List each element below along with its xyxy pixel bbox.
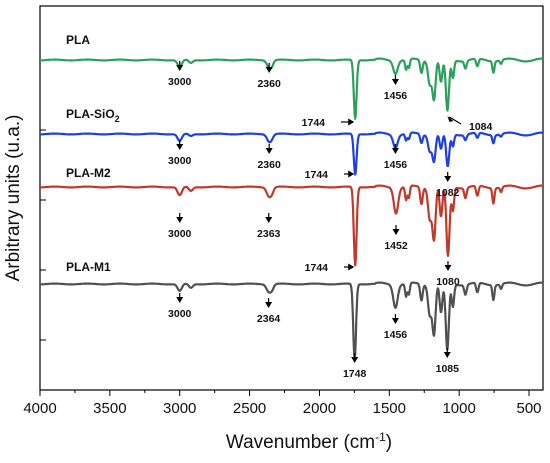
peak-label: 1456 xyxy=(384,329,408,341)
x-tick-label: 4000 xyxy=(23,400,56,417)
peak-arrowhead xyxy=(444,176,452,182)
x-tick-label: 500 xyxy=(517,400,542,417)
peak-label: 1082 xyxy=(436,187,460,199)
peak-arrowhead xyxy=(176,297,184,303)
series-labels-group: PLA PLA-SiO2 PLA-M2 PLA-M1 xyxy=(66,33,120,274)
x-tick-label: 3000 xyxy=(163,400,196,417)
peak-arrowhead xyxy=(391,148,399,154)
spectra-group xyxy=(39,57,544,361)
series-line-pla-m2 xyxy=(39,184,544,267)
x-axis-title-superscript: -1 xyxy=(375,430,386,444)
peak-arrowhead xyxy=(265,67,273,73)
peak-arrowhead xyxy=(176,217,184,223)
series-line-pla-sio xyxy=(39,131,544,176)
x-tick-label: 2500 xyxy=(233,400,266,417)
peak-arrowhead xyxy=(443,352,451,358)
peak-label: 2364 xyxy=(257,313,281,325)
peak-label: 1748 xyxy=(343,368,367,380)
series-label-name: PLA-M2 xyxy=(66,166,111,180)
series-label-subscript: 2 xyxy=(115,114,120,124)
peak-arrow-line xyxy=(449,116,462,125)
y-axis-title: Arbitrary units (u.a.) xyxy=(3,115,24,282)
peak-label: 1456 xyxy=(384,90,408,102)
peak-arrowhead xyxy=(351,357,359,363)
x-axis-title-suffix: ) xyxy=(386,432,392,453)
peak-label: 1085 xyxy=(436,363,460,375)
x-tick-label: 3500 xyxy=(93,400,126,417)
peak-label: 2360 xyxy=(257,78,281,90)
plot-border xyxy=(39,5,544,391)
peak-label: 1452 xyxy=(384,240,408,252)
peak-arrowhead xyxy=(176,65,184,71)
peak-label: 1456 xyxy=(384,159,408,171)
x-axis-title: Wavenumber (cm-1) xyxy=(226,430,392,453)
series-label: PLA-M2 xyxy=(66,166,111,180)
series-label: PLA xyxy=(66,33,90,47)
peak-arrowhead xyxy=(391,318,399,324)
peak-arrowhead xyxy=(447,116,454,122)
peak-label: 1080 xyxy=(436,276,460,288)
annotations-group: 3000 2360 1744 1456 1084 3000 2360 1744 1456 1082… xyxy=(168,61,493,380)
peak-label: 2363 xyxy=(257,228,281,240)
series-label: PLA-M1 xyxy=(66,260,111,274)
x-tick-label: 2000 xyxy=(303,400,336,417)
peak-arrowhead xyxy=(265,148,273,154)
peak-arrowhead xyxy=(348,170,355,178)
x-axis: 4000 3500 3000 2500 2000 1500 1000 500 xyxy=(23,390,542,417)
peak-arrowhead xyxy=(391,79,399,85)
peak-label: 1744 xyxy=(302,117,326,129)
series-label-name: PLA-M1 xyxy=(66,260,111,274)
peak-arrowhead xyxy=(176,144,184,150)
peak-arrowhead xyxy=(392,229,400,235)
series-line-pla xyxy=(39,57,544,120)
series-label-name: PLA xyxy=(66,33,90,47)
x-tick-label: 1000 xyxy=(442,400,475,417)
series-line-pla-m1 xyxy=(39,281,544,361)
peak-label: 1744 xyxy=(305,169,329,181)
peak-label: 2360 xyxy=(257,159,281,171)
peak-label: 3000 xyxy=(168,76,192,88)
peak-arrowhead xyxy=(348,263,355,271)
peak-label: 3000 xyxy=(168,308,192,320)
peak-arrowhead xyxy=(444,265,452,271)
x-tick-label: 1500 xyxy=(373,400,406,417)
peak-arrowhead xyxy=(348,118,355,126)
series-label: PLA-SiO2 xyxy=(66,107,120,124)
peak-arrowhead xyxy=(265,217,273,223)
peak-label: 1084 xyxy=(469,121,493,133)
series-label-name: PLA-SiO xyxy=(66,107,115,121)
peak-arrowhead xyxy=(265,302,273,308)
peak-label: 3000 xyxy=(168,228,192,240)
peak-label: 1744 xyxy=(305,262,329,274)
peak-label: 3000 xyxy=(168,155,192,167)
